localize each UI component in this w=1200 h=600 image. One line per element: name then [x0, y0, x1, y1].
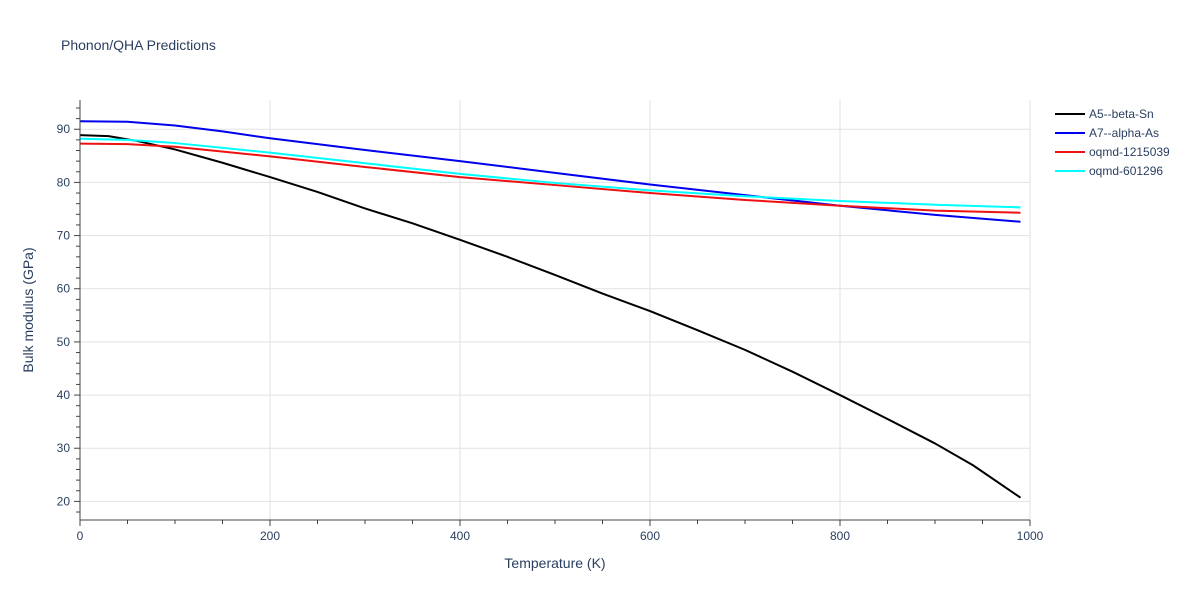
x-tick-label: 1000 [1017, 529, 1044, 543]
x-tick-label: 200 [260, 529, 280, 543]
series-line-A7--alpha-As [79, 120, 1021, 223]
x-tick-label: 0 [77, 529, 84, 543]
y-tick-label: 20 [57, 494, 71, 508]
y-tick-label: 80 [57, 175, 71, 189]
y-tick-label: 60 [57, 282, 71, 296]
tick-labels: 0 200 400 600 800 1000 20 30 40 50 60 70 80 90 [57, 122, 1044, 543]
series-line-oqmd-1215039 [79, 142, 1021, 214]
y-tick-label: 40 [57, 388, 71, 402]
y-tick-label: 50 [57, 335, 71, 349]
x-tick-label: 400 [450, 529, 470, 543]
series-line-oqmd-601296 [79, 137, 1021, 209]
x-tick-label: 800 [830, 529, 850, 543]
legend: A5--beta-Sn A7--alpha-As oqmd-1215039 oqmd-… [1055, 107, 1170, 178]
legend-label-A5--beta-Sn: A5--beta-Sn [1089, 107, 1154, 121]
y-tick-label: 30 [57, 441, 71, 455]
x-tick-label: 600 [640, 529, 660, 543]
legend-label-oqmd-601296: oqmd-601296 [1089, 164, 1163, 178]
axes [74, 100, 1031, 526]
y-tick-label: 70 [57, 229, 71, 243]
x-axis-title: Temperature (K) [504, 555, 605, 571]
legend-label-oqmd-1215039: oqmd-1215039 [1089, 145, 1170, 159]
y-tick-label: 90 [57, 122, 71, 136]
series-lines [79, 120, 1022, 499]
series-line-A5--beta-Sn [79, 134, 1022, 499]
y-axis-title: Bulk modulus (GPa) [20, 247, 36, 372]
grid-lines [80, 100, 1031, 520]
chart-title: Phonon/QHA Predictions [61, 37, 216, 53]
legend-label-A7--alpha-As: A7--alpha-As [1089, 126, 1159, 140]
